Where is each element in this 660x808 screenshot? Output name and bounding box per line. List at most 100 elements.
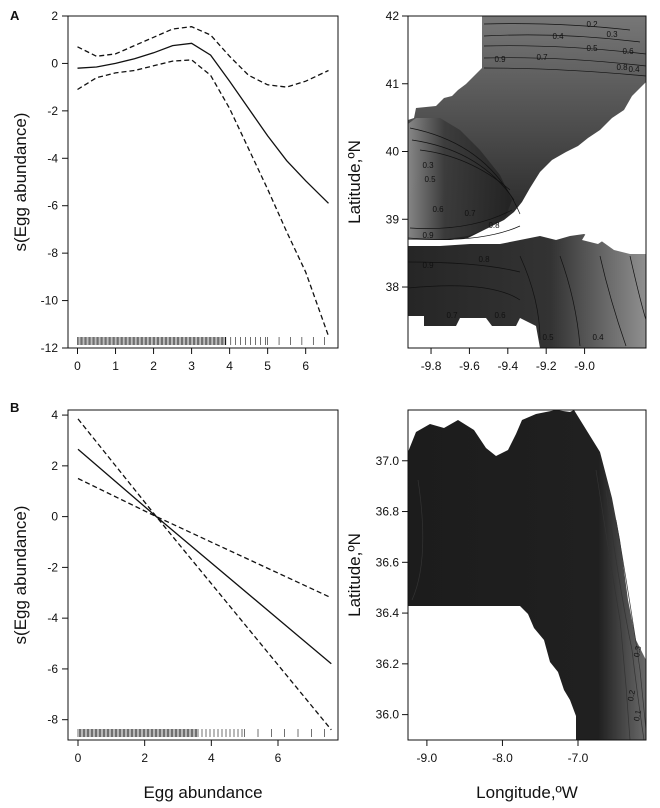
map-a: 0.2 0.3 0.4 0.5 0.6 0.7 0.8 0.9 0.4 0.3 0.5 0.6 0.7 0… — [345, 9, 647, 373]
contour-lines — [407, 23, 647, 347]
y-tick-label: -6 — [47, 199, 58, 213]
smooth-plot-a: s(Egg abundance) 0 1 2 3 4 5 6 2 0 -2 -4 -6 -8 -10 -12 — [11, 9, 339, 373]
y-tick-label: 42 — [386, 9, 400, 23]
x-tick-label: -7.0 — [568, 751, 589, 765]
contour-label: 0.9 — [422, 261, 434, 270]
contour-label: 0.6 — [622, 47, 634, 56]
land-notch — [582, 226, 610, 244]
y-tick-label: -10 — [41, 294, 59, 308]
y-tick-label: 36.2 — [376, 657, 400, 671]
y-tick-label: 2 — [51, 9, 58, 23]
x-tick-label: 2 — [141, 751, 148, 765]
x-tick-label: 2 — [150, 359, 157, 373]
contour-label: 0.6 — [494, 311, 506, 320]
contour-labels: 0.2 0.3 0.4 0.5 0.6 0.7 0.8 0.9 0.4 0.3 0.5 0.6 0.7 0… — [422, 20, 640, 342]
confidence-band-line — [77, 477, 332, 599]
contour-label: 0.6 — [432, 205, 444, 214]
contour-lines — [411, 469, 647, 741]
x-tick-label: 4 — [226, 359, 233, 373]
y-tick-label: 0 — [51, 510, 58, 524]
contour-label: 0.3 — [606, 30, 618, 39]
contour-label: 0.5 — [542, 333, 554, 342]
y-tick-label: -4 — [47, 611, 58, 625]
y-tick-label: -8 — [47, 713, 58, 727]
y-tick-label: 37.0 — [376, 454, 400, 468]
x-axis-label: Egg abundance — [143, 783, 262, 802]
x-tick-label: -9.8 — [421, 359, 442, 373]
x-tick-label: 4 — [208, 751, 215, 765]
x-tick-label: -9.0 — [574, 359, 595, 373]
panel-label-b: B — [10, 400, 19, 415]
contour-label: 0.2 — [626, 689, 637, 702]
smooth-plot-b: s(Egg abundance) Egg abundance 0 2 4 6 4 2 0 -2… — [11, 408, 339, 802]
smooth-line — [77, 42, 329, 204]
contour-label: 0.7 — [446, 311, 458, 320]
y-tick-label: 36.0 — [376, 708, 400, 722]
plot-frame — [67, 15, 339, 349]
x-tick-label: -9.0 — [417, 751, 438, 765]
x-tick-label: -8.0 — [492, 751, 513, 765]
confidence-band-line — [77, 418, 332, 731]
contour-label: 0.3 — [632, 645, 643, 658]
y-axis-label: s(Egg abundance) — [11, 113, 30, 252]
contour-label: 0.8 — [616, 63, 628, 72]
y-tick-label: -8 — [47, 246, 58, 260]
y-tick-label: 39 — [386, 212, 400, 226]
smooth-line — [77, 448, 332, 665]
x-axis-label: Longitude,ºW — [476, 783, 578, 802]
contour-label: 0.3 — [422, 161, 434, 170]
contour-label: 0.5 — [424, 175, 436, 184]
x-tick-label: 0 — [75, 751, 82, 765]
map-b: 0.3 0.2 0.1 Latitude,ºN Longitude,ºW -9.0 -… — [345, 409, 647, 802]
y-tick-label: 41 — [386, 77, 400, 91]
map-frame — [407, 15, 647, 349]
shaded-region-south — [408, 234, 646, 348]
y-tick-label: -12 — [41, 341, 59, 355]
y-tick-label: 0 — [51, 56, 58, 70]
map-frame — [407, 409, 647, 741]
y-tick-label: -2 — [47, 104, 58, 118]
contour-label: 0.4 — [552, 32, 564, 41]
x-tick-label: 5 — [264, 359, 271, 373]
confidence-band-line — [77, 26, 329, 88]
y-tick-label: 2 — [51, 459, 58, 473]
y-tick-label: 40 — [386, 145, 400, 159]
x-tick-label: 1 — [112, 359, 119, 373]
x-tick-label: -9.6 — [459, 359, 480, 373]
contour-label: 0.4 — [592, 333, 604, 342]
x-tick-label: 6 — [275, 751, 282, 765]
x-tick-label: -9.2 — [536, 359, 557, 373]
contour-label: 0.4 — [628, 65, 640, 74]
confidence-band-line — [77, 59, 330, 337]
contour-label: 0.9 — [494, 55, 506, 64]
y-tick-label: -2 — [47, 560, 58, 574]
x-tick-label: 6 — [302, 359, 309, 373]
shaded-region-west — [408, 118, 512, 240]
y-tick-label: 4 — [51, 408, 58, 422]
contour-label: 0.7 — [536, 53, 548, 62]
contour-label: 0.8 — [488, 221, 500, 230]
contour-label: 0.7 — [464, 209, 476, 218]
x-tick-label: 0 — [74, 359, 81, 373]
contour-label: 0.1 — [632, 709, 643, 722]
panel-label-a: A — [10, 8, 20, 23]
plot-frame — [67, 409, 339, 741]
x-tick-label: -9.4 — [497, 359, 518, 373]
contour-label: 0.8 — [478, 255, 490, 264]
contour-label: 0.9 — [422, 231, 434, 240]
y-axis-label: Latitude,ºN — [345, 533, 364, 617]
y-axis-label: Latitude,ºN — [345, 140, 364, 224]
contour-labels: 0.3 0.2 0.1 — [626, 645, 643, 722]
y-axis-label: s(Egg abundance) — [11, 506, 30, 645]
contour-label: 0.2 — [586, 20, 598, 29]
y-tick-label: 36.8 — [376, 505, 400, 519]
y-tick-label: -6 — [47, 662, 58, 676]
x-tick-label: 3 — [188, 359, 195, 373]
contour-label: 0.5 — [586, 44, 598, 53]
y-tick-label: -4 — [47, 151, 58, 165]
y-tick-label: 36.4 — [376, 606, 400, 620]
y-tick-label: 36.6 — [376, 555, 400, 569]
y-tick-label: 38 — [386, 280, 400, 294]
shaded-region — [408, 410, 646, 740]
